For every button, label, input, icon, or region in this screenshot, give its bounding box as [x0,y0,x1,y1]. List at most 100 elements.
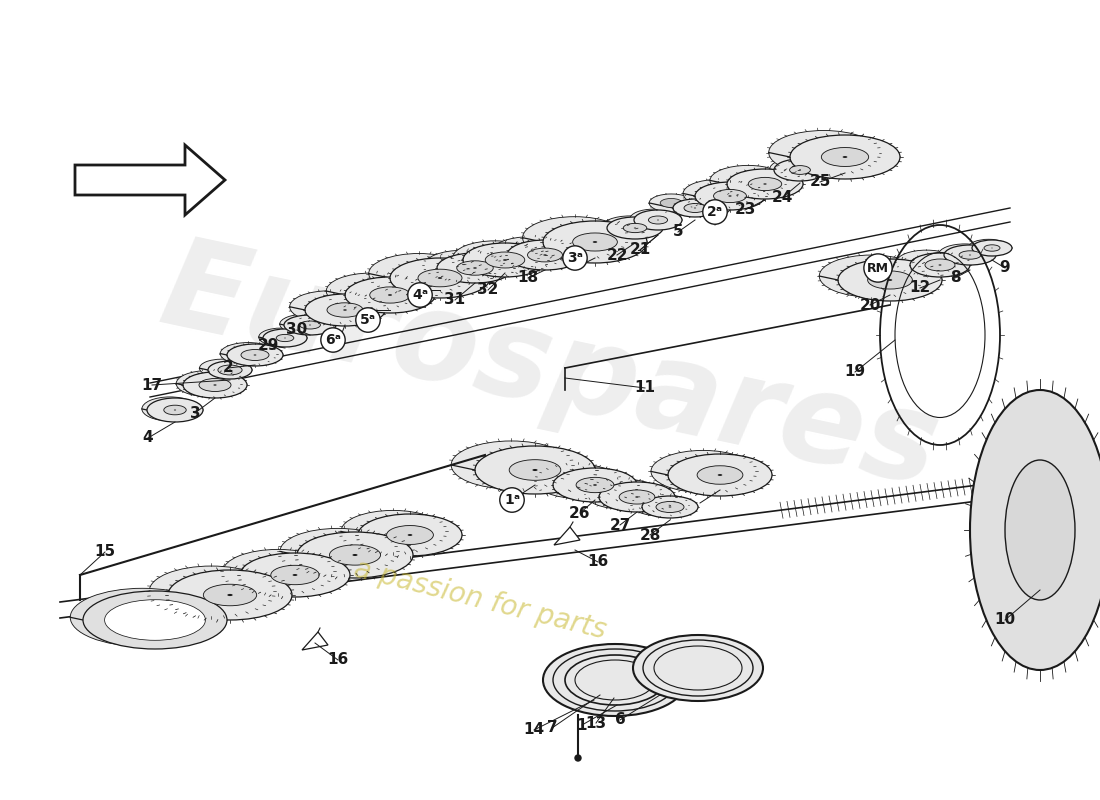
Polygon shape [554,527,580,545]
Ellipse shape [370,522,417,541]
Ellipse shape [341,510,446,552]
Ellipse shape [868,271,912,289]
Text: 7: 7 [547,721,558,735]
Ellipse shape [925,259,955,271]
Ellipse shape [939,244,991,264]
Ellipse shape [575,660,654,700]
Ellipse shape [774,159,826,181]
Polygon shape [939,254,996,265]
Ellipse shape [507,240,583,270]
Ellipse shape [728,195,732,197]
Ellipse shape [576,478,614,493]
Ellipse shape [770,158,822,180]
Polygon shape [75,145,226,215]
Ellipse shape [800,143,847,162]
Ellipse shape [843,156,847,158]
Text: 8: 8 [949,270,960,286]
Ellipse shape [284,315,336,335]
Ellipse shape [388,294,392,296]
Ellipse shape [327,302,363,317]
Text: 20: 20 [859,298,881,313]
Ellipse shape [475,446,595,494]
Ellipse shape [629,209,678,229]
Polygon shape [651,471,772,496]
Ellipse shape [1005,460,1075,600]
Ellipse shape [254,354,256,355]
Ellipse shape [418,269,462,286]
Ellipse shape [820,255,923,297]
Ellipse shape [218,365,242,375]
Polygon shape [492,252,583,270]
Ellipse shape [593,484,597,486]
Ellipse shape [425,250,500,280]
Ellipse shape [684,203,706,213]
Text: 14: 14 [524,722,544,738]
Text: 5: 5 [673,225,683,239]
Ellipse shape [972,240,1012,256]
Ellipse shape [702,187,735,200]
Ellipse shape [223,550,333,594]
Ellipse shape [327,273,416,309]
Ellipse shape [896,250,956,274]
Ellipse shape [522,217,627,258]
Text: 29: 29 [257,338,278,353]
Ellipse shape [240,553,350,597]
Ellipse shape [147,398,204,422]
Polygon shape [585,494,675,512]
Ellipse shape [532,469,538,471]
Ellipse shape [473,267,476,269]
Ellipse shape [485,252,525,268]
Ellipse shape [673,199,717,217]
Ellipse shape [492,237,568,266]
Polygon shape [258,337,307,347]
Polygon shape [602,227,663,239]
Ellipse shape [645,215,663,223]
Ellipse shape [553,468,637,502]
Ellipse shape [683,179,754,207]
Ellipse shape [444,258,481,273]
Ellipse shape [199,378,231,391]
Ellipse shape [150,566,273,616]
Polygon shape [631,505,698,518]
Polygon shape [280,551,412,578]
Ellipse shape [600,482,675,512]
Text: 19: 19 [845,365,866,379]
Polygon shape [451,465,595,494]
Polygon shape [70,618,227,649]
Ellipse shape [386,526,433,545]
Ellipse shape [390,258,490,298]
Ellipse shape [234,348,262,359]
Text: 18: 18 [517,270,539,286]
Ellipse shape [543,221,647,263]
Text: 6ᵃ: 6ᵃ [324,333,341,347]
Text: 10: 10 [994,613,1015,627]
Ellipse shape [849,267,893,285]
Ellipse shape [513,245,547,258]
Ellipse shape [227,344,283,366]
Ellipse shape [769,130,879,174]
Ellipse shape [199,359,243,378]
Ellipse shape [254,562,303,581]
Ellipse shape [311,299,348,314]
Text: a passion for parts: a passion for parts [351,555,609,645]
Ellipse shape [553,649,676,711]
Polygon shape [969,247,1012,256]
Ellipse shape [272,334,289,341]
Ellipse shape [984,245,1000,251]
Ellipse shape [656,502,684,513]
Polygon shape [150,591,292,620]
Polygon shape [220,354,283,366]
Ellipse shape [910,253,970,277]
Text: 2ᵃ: 2ᵃ [707,205,723,219]
Ellipse shape [485,454,537,475]
Text: 2: 2 [222,361,233,375]
Ellipse shape [295,320,316,328]
Ellipse shape [668,454,772,496]
Ellipse shape [397,265,441,282]
Ellipse shape [438,277,442,279]
Text: 1: 1 [576,718,587,733]
Ellipse shape [710,166,786,195]
Ellipse shape [204,584,256,606]
Polygon shape [199,368,252,379]
Ellipse shape [954,250,976,258]
